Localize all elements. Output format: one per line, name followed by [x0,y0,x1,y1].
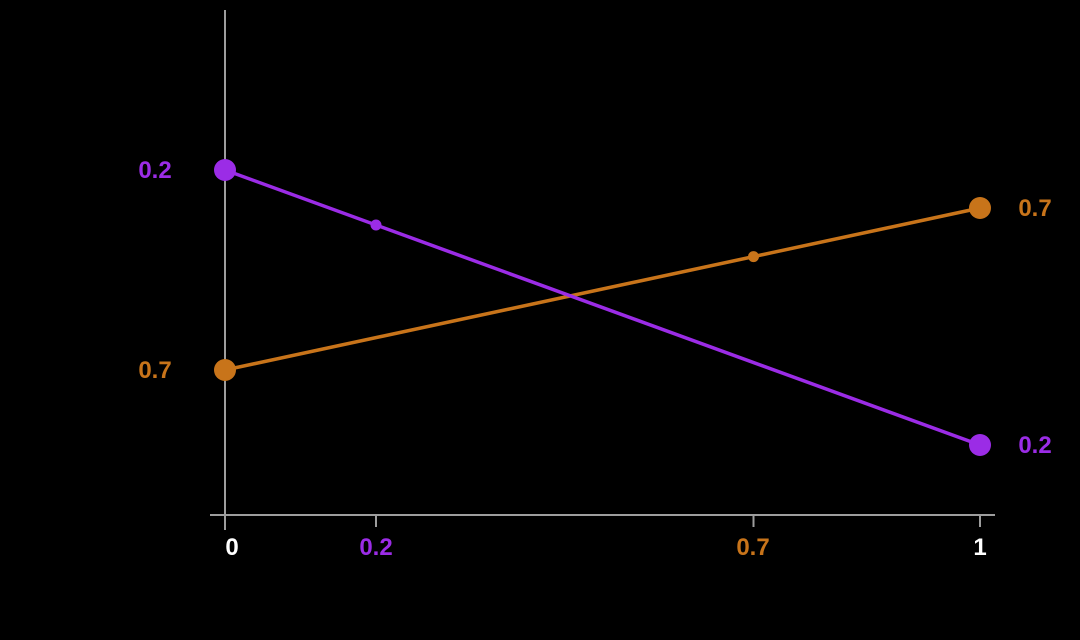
purple-series-right-label: 0.2 [1018,432,1051,459]
purple-series-x-tick-label: 0.2 [359,534,392,561]
purple-series-left-label: 0.2 [138,157,171,184]
purple-series-end-point [969,434,991,456]
chart-background [0,0,1080,640]
orange-series-mid-point [748,251,759,262]
purple-series-start-point [214,159,236,181]
orange-series-left-label: 0.7 [138,357,171,384]
x-tick-label: 0 [225,534,238,561]
orange-series-right-label: 0.7 [1018,195,1051,222]
x-tick-label: 1 [973,534,986,561]
purple-series-mid-point [371,220,382,231]
line-chart: 0 1 0.7 0.7 0.7 0.2 0.2 0.2 [0,0,1080,640]
orange-series-start-point [214,359,236,381]
orange-series-end-point [969,197,991,219]
orange-series-x-tick-label: 0.7 [736,534,769,561]
